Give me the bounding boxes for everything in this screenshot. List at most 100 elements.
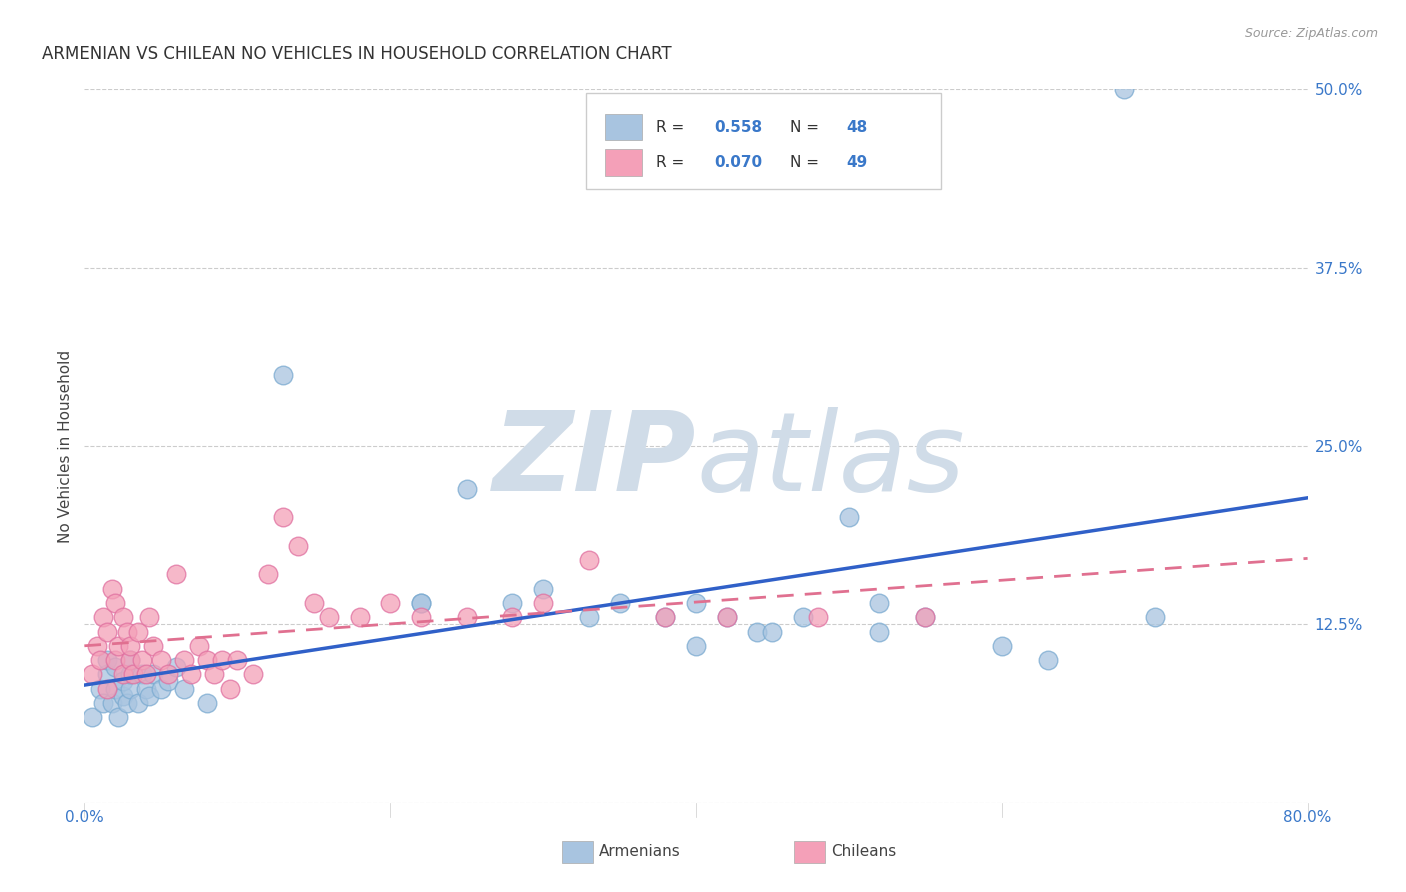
Point xyxy=(107,639,129,653)
Point xyxy=(302,596,325,610)
Text: R =: R = xyxy=(655,120,689,135)
Point xyxy=(1036,653,1059,667)
Text: N =: N = xyxy=(790,155,824,170)
Point xyxy=(91,696,114,710)
Point xyxy=(685,639,707,653)
Point xyxy=(202,667,225,681)
Point xyxy=(104,681,127,696)
Text: ARMENIAN VS CHILEAN NO VEHICLES IN HOUSEHOLD CORRELATION CHART: ARMENIAN VS CHILEAN NO VEHICLES IN HOUSE… xyxy=(42,45,672,62)
Point xyxy=(914,610,936,624)
Point xyxy=(135,667,157,681)
Point xyxy=(157,674,180,689)
Text: Source: ZipAtlas.com: Source: ZipAtlas.com xyxy=(1244,27,1378,40)
Text: atlas: atlas xyxy=(696,407,965,514)
Point xyxy=(1114,82,1136,96)
Point xyxy=(122,667,145,681)
Point xyxy=(89,653,111,667)
Point xyxy=(456,482,478,496)
Point xyxy=(838,510,860,524)
Point xyxy=(914,610,936,624)
Text: 0.558: 0.558 xyxy=(714,120,762,135)
Point xyxy=(157,667,180,681)
Point xyxy=(107,710,129,724)
Point xyxy=(96,624,118,639)
Point xyxy=(218,681,240,696)
Point xyxy=(195,696,218,710)
Point xyxy=(807,610,830,624)
Point xyxy=(242,667,264,681)
Point xyxy=(111,610,134,624)
Point xyxy=(89,681,111,696)
Point xyxy=(101,582,124,596)
Point xyxy=(318,610,340,624)
Text: 49: 49 xyxy=(846,155,868,170)
Point xyxy=(165,660,187,674)
Point xyxy=(287,539,309,553)
Point xyxy=(195,653,218,667)
Point xyxy=(188,639,211,653)
Point xyxy=(578,610,600,624)
Point xyxy=(409,610,432,624)
Point xyxy=(502,596,524,610)
Point xyxy=(80,667,103,681)
Point xyxy=(173,653,195,667)
Point xyxy=(271,368,294,382)
Point xyxy=(91,610,114,624)
Point xyxy=(869,624,891,639)
Point xyxy=(115,624,138,639)
Point xyxy=(578,553,600,567)
Text: ZIP: ZIP xyxy=(492,407,696,514)
Point xyxy=(716,610,738,624)
Point xyxy=(165,567,187,582)
Point xyxy=(531,596,554,610)
Point xyxy=(115,696,138,710)
Point xyxy=(86,639,108,653)
Point xyxy=(173,681,195,696)
Point xyxy=(111,667,134,681)
Point xyxy=(131,667,153,681)
Point xyxy=(531,582,554,596)
Point xyxy=(409,596,432,610)
Point xyxy=(96,681,118,696)
Point xyxy=(654,610,676,624)
Point xyxy=(380,596,402,610)
Point xyxy=(716,610,738,624)
Point xyxy=(138,610,160,624)
Point xyxy=(792,610,814,624)
Point xyxy=(96,667,118,681)
Point xyxy=(101,696,124,710)
Point xyxy=(131,653,153,667)
Point xyxy=(138,689,160,703)
Point xyxy=(149,681,172,696)
Point xyxy=(142,667,165,681)
Point xyxy=(120,653,142,667)
Point xyxy=(135,681,157,696)
FancyBboxPatch shape xyxy=(606,114,643,140)
Point xyxy=(609,596,631,610)
Point xyxy=(502,610,524,624)
Point xyxy=(226,653,249,667)
Point xyxy=(654,610,676,624)
FancyBboxPatch shape xyxy=(586,93,941,189)
Point xyxy=(257,567,280,582)
Point xyxy=(120,639,142,653)
Point xyxy=(149,653,172,667)
Point xyxy=(271,510,294,524)
Point xyxy=(761,624,783,639)
Point xyxy=(127,696,149,710)
Text: 0.070: 0.070 xyxy=(714,155,762,170)
Y-axis label: No Vehicles in Household: No Vehicles in Household xyxy=(58,350,73,542)
Text: Chileans: Chileans xyxy=(831,845,896,859)
Point xyxy=(180,667,202,681)
Point xyxy=(685,596,707,610)
Point xyxy=(747,624,769,639)
Text: R =: R = xyxy=(655,155,689,170)
Text: 48: 48 xyxy=(846,120,868,135)
Text: Armenians: Armenians xyxy=(599,845,681,859)
Point xyxy=(142,639,165,653)
Point xyxy=(96,653,118,667)
Point xyxy=(104,660,127,674)
Point xyxy=(349,610,371,624)
Point xyxy=(127,624,149,639)
FancyBboxPatch shape xyxy=(606,150,643,176)
